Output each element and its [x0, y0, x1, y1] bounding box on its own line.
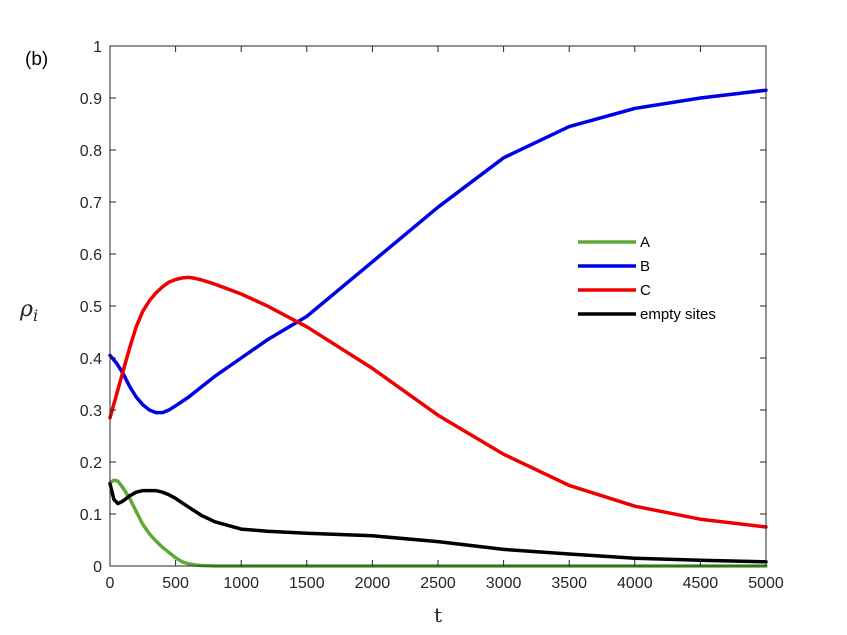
- x-tick-label: 4500: [683, 575, 719, 592]
- y-axis-label-main: ρ: [19, 297, 33, 322]
- x-tick-label: 1500: [289, 575, 325, 592]
- y-tick-label: 0.6: [80, 247, 102, 264]
- series-line-empty-sites: [108, 482, 768, 564]
- legend-label-c: C: [640, 282, 651, 299]
- x-tick-label: 3000: [486, 575, 522, 592]
- x-tick-label: 2000: [355, 575, 391, 592]
- x-tick-label: 4000: [617, 575, 653, 592]
- x-tick-label: 2500: [420, 575, 456, 592]
- y-tick-label: 0.3: [80, 403, 102, 420]
- panel-label: (b): [25, 49, 48, 70]
- x-axis-label: t: [434, 603, 442, 627]
- x-tick-label: 0: [106, 575, 115, 592]
- legend-label-b: B: [640, 258, 650, 275]
- legend-label-empty-sites: empty sites: [640, 306, 716, 323]
- y-axis-label: ρi: [19, 297, 38, 325]
- y-axis-label-subscript: i: [33, 306, 38, 325]
- x-tick-label: 5000: [748, 575, 784, 592]
- y-tick-label: 0.1: [80, 507, 102, 524]
- y-tick-label: 0.2: [80, 455, 102, 472]
- x-tick-label: 3500: [551, 575, 587, 592]
- y-tick-label: 1: [93, 39, 102, 56]
- y-tick-label: 0: [93, 559, 102, 576]
- ticks-layer: 0 500 1000 1500 2000 2500 3000 3500 4000 4500 5000…: [80, 39, 784, 592]
- y-tick-label: 0.5: [80, 299, 102, 316]
- y-tick-label: 0.9: [80, 91, 102, 108]
- y-tick-label: 0.7: [80, 195, 102, 212]
- x-tick-label: 1000: [223, 575, 259, 592]
- x-tick-label: 500: [162, 575, 189, 592]
- y-tick-label: 0.8: [80, 143, 102, 160]
- y-tick-label: 0.4: [80, 351, 102, 368]
- series-line-c: [108, 275, 768, 529]
- legend-label-a: A: [640, 234, 650, 251]
- series-line-b: [108, 88, 768, 415]
